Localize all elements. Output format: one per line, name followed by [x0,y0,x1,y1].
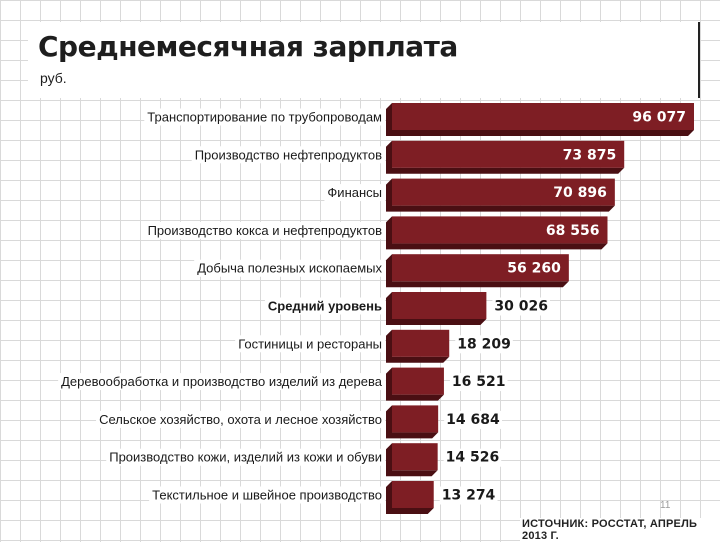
unit-label: руб. [40,70,67,86]
bar [392,367,444,395]
bar-group [386,329,450,363]
bar-side [386,254,569,288]
value-plate [443,448,502,467]
bar-side [386,178,615,212]
bar [392,292,487,319]
page-number: 11 [660,500,671,511]
category-label: Финансы [327,185,382,200]
bar-group [386,481,434,514]
bar [392,103,694,130]
bar-side [386,367,444,401]
category-label: Производство кокса и нефтепродуктов [148,223,383,238]
category-label: Транспортирование по трубопроводам [147,110,382,125]
category-label: Средний уровень [268,299,382,314]
bar-group [386,140,625,174]
bar-group [386,178,615,212]
bar-side [386,292,487,325]
bar-group [386,216,608,250]
bar-group [386,103,694,136]
bar [392,216,608,244]
bar-group [386,367,444,401]
bar-side [386,216,608,250]
bar-side [386,103,694,136]
header-panel: Среднемесячная зарплата руб. [28,22,700,98]
chart-title: Среднемесячная зарплата [38,30,458,63]
bar-side [386,140,625,174]
label-plate [58,373,386,391]
category-label: Текстильное и швейное производство [152,488,382,503]
label-plate [106,448,385,466]
value-label: 14 526 [446,450,500,466]
bar [392,481,434,508]
bar [392,443,438,471]
value-label: 16 521 [452,374,506,390]
category-label: Гостиницы и рестораны [238,336,382,351]
bar [392,405,439,433]
value-plate [492,297,550,316]
bar-group [386,443,438,477]
value-label: 30 026 [494,299,548,315]
source-note: ИСТОЧНИК: РОССТАТ, АПРЕЛЬ 2013 Г. [520,518,720,542]
bar-group [386,292,487,325]
bar-group [386,254,569,288]
value-label: 13 274 [442,488,496,504]
bar [392,329,450,357]
label-plate [96,410,385,428]
label-plate [264,297,386,315]
label-plate [149,486,385,504]
bar-side [386,329,450,363]
bar-group [386,405,439,439]
category-label: Деревообработка и производство изделий и… [61,374,383,389]
value-plate [455,335,513,354]
value-label: 73 875 [563,147,617,163]
value-label: 96 077 [632,110,686,126]
bar [392,178,615,206]
label-plate [324,184,385,202]
label-plate [191,146,386,164]
category-label: Добыча полезных ископаемых [197,261,382,276]
value-label: 70 896 [553,185,607,201]
category-label: Производство кожи, изделий из кожи и обу… [109,450,382,465]
bar [392,140,625,168]
value-plate [444,410,502,429]
label-plate [194,259,386,277]
bar-side [386,481,434,514]
category-label: Производство нефтепродуктов [195,147,382,162]
category-label: Сельское хозяйство, охота и лесное хозяй… [99,412,382,427]
value-label: 18 209 [457,336,511,352]
label-plate [144,221,386,239]
label-plate [144,108,386,126]
value-label: 68 556 [546,223,600,239]
value-plate [449,373,508,392]
bar [392,254,569,282]
value-label: 56 260 [507,261,561,277]
bar-side [386,405,439,439]
value-label: 14 684 [446,412,500,428]
bar-side [386,443,438,477]
value-plate [439,486,498,505]
label-plate [235,335,385,353]
